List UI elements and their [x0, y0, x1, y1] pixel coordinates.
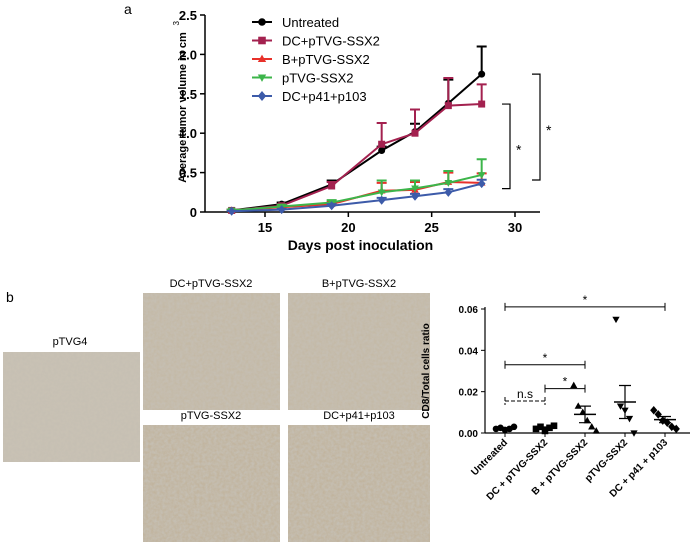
sem-bar [579, 405, 591, 424]
x-axis-label: Days post inoculation [288, 237, 433, 253]
data-point [477, 179, 486, 189]
data-point [411, 129, 419, 137]
data-point [377, 189, 386, 197]
data-point [444, 102, 452, 110]
sem-bar [659, 415, 671, 424]
data-point [478, 70, 486, 78]
data-point [477, 172, 486, 179]
data-point [444, 180, 453, 187]
legend-marker [257, 74, 267, 82]
y-tick-label: 0.04 [459, 346, 479, 357]
comparison-bracket [504, 360, 586, 369]
data-point [612, 316, 620, 324]
comparison-label: * [583, 293, 588, 307]
significance-label: * [546, 122, 552, 138]
micrograph-texture [288, 425, 430, 542]
data-point [327, 201, 336, 211]
data-point [630, 430, 638, 437]
data-point [378, 140, 386, 148]
x-tick-label: 25 [424, 220, 438, 235]
data-point [328, 182, 336, 190]
y-tick-label: 0.02 [459, 388, 479, 399]
data-point [444, 187, 453, 197]
legend-label: Untreated [282, 15, 339, 30]
legend-label: B+pTVG-SSX2 [282, 52, 370, 67]
data-point [570, 381, 578, 389]
comparison-label: n.s [517, 387, 533, 401]
data-point [588, 423, 596, 430]
data-point [650, 405, 658, 415]
data-point [592, 427, 600, 434]
data-point [411, 191, 419, 201]
comparison-label: * [563, 375, 568, 389]
x-tick-label: 30 [508, 220, 522, 235]
error-bar [443, 77, 454, 106]
y-tick-label: 0.00 [459, 429, 479, 440]
comparison-bracket [504, 302, 666, 311]
comparison-bracket [544, 384, 586, 393]
image-label: pTVG-SSX2 [181, 410, 242, 422]
significance-bracket [502, 103, 511, 190]
micrographs: pTVG4 DC+pTVG-SSX2 B+pTVG-SSX2 pTVG-SSX2… [3, 278, 430, 542]
y-tick-label: 2.0 [179, 47, 197, 62]
significance-label: * [516, 141, 522, 157]
micrograph-texture [288, 293, 430, 410]
data-point [668, 422, 676, 432]
legend-label: DC+pTVG-SSX2 [282, 34, 380, 49]
image-label: DC+p41+p103 [323, 410, 395, 422]
y-tick-label: 0 [190, 205, 197, 220]
data-point [378, 147, 386, 155]
legend-marker [258, 18, 266, 26]
data-point [227, 206, 236, 216]
y-tick-label: 0.06 [459, 305, 479, 316]
data-point [616, 403, 625, 410]
sem-bar [539, 426, 551, 430]
x-tick-label: 20 [341, 220, 355, 235]
image-label: DC+pTVG-SSX2 [170, 278, 253, 290]
data-point [377, 195, 386, 205]
error-bar [410, 108, 420, 134]
significance-bracket [532, 73, 541, 181]
legend-marker [257, 91, 267, 101]
x-tick-label: 15 [258, 220, 272, 235]
sem-bar [619, 384, 631, 420]
legend-marker [258, 36, 266, 45]
error-bar [376, 121, 387, 145]
comparison-label: * [543, 351, 548, 365]
data-point [574, 402, 582, 409]
error-bar [476, 45, 487, 75]
micrograph-texture [3, 352, 140, 462]
legend-label: pTVG-SSX2 [282, 71, 354, 86]
y-axis-label: CD8/Total cells ratio [421, 323, 432, 418]
y-tick-label: 0.5 [179, 166, 197, 181]
panel-label: b [6, 289, 14, 305]
data-point [672, 424, 680, 434]
micrograph-texture [143, 425, 280, 542]
legend-marker [257, 54, 267, 63]
image-label: pTVG4 [53, 336, 88, 348]
y-axis-label: Average tumor volume in cm [177, 32, 189, 183]
y-tick-label: 1.5 [179, 87, 197, 102]
y-tick-label: 2.5 [179, 8, 197, 23]
series-line [231, 103, 482, 212]
y-tick-label: 1.0 [179, 126, 197, 141]
micrograph-texture [143, 293, 280, 410]
image-label: B+pTVG-SSX2 [322, 278, 396, 290]
sem-bar [499, 427, 511, 431]
x-tick-label: Untreated [469, 437, 510, 478]
data-point [277, 205, 286, 215]
panel-label: a [124, 1, 132, 17]
data-point [411, 185, 419, 193]
comparison-bracket [504, 396, 546, 405]
y-axis-label-superscript: 3 [172, 21, 181, 26]
legend-label: DC+p41+p103 [282, 89, 367, 104]
data-point [478, 100, 486, 108]
